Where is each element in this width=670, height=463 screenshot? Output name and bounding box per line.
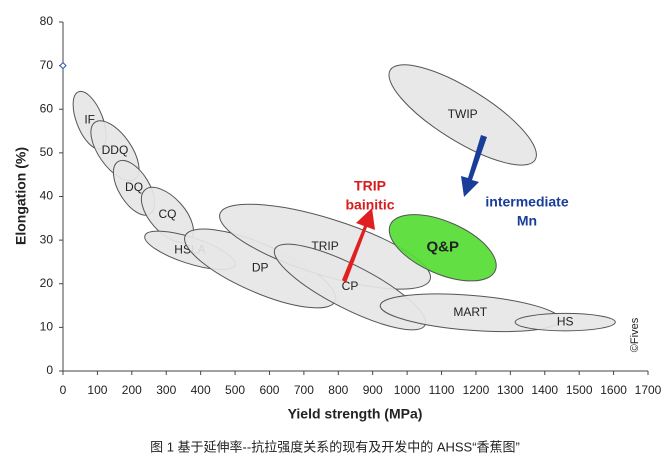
region-label: TRIP <box>311 239 338 253</box>
x-tick-label: 1400 <box>531 383 558 397</box>
x-tick-label: 800 <box>328 383 348 397</box>
x-tick-label: 1200 <box>463 383 490 397</box>
y-tick-label: 50 <box>40 145 54 159</box>
region-label: MART <box>453 305 487 319</box>
x-tick-label: 300 <box>156 383 176 397</box>
region-label: CQ <box>158 207 176 221</box>
y-tick-label: 0 <box>46 363 53 377</box>
region-label: DDQ <box>102 143 129 157</box>
x-tick-label: 1300 <box>497 383 524 397</box>
y-tick-label: 30 <box>40 232 54 246</box>
x-tick-label: 0 <box>60 383 67 397</box>
x-tick-label: 900 <box>363 383 383 397</box>
x-tick-label: 500 <box>225 383 245 397</box>
region-label: HS <box>557 314 574 328</box>
x-tick-label: 1100 <box>429 383 455 397</box>
x-axis-title: Yield strength (MPa) <box>288 406 423 422</box>
x-tick-label: 1700 <box>635 383 662 397</box>
region-label: DQ <box>125 180 143 194</box>
x-tick-label: 200 <box>122 383 142 397</box>
region-label: DP <box>252 261 269 275</box>
point <box>59 61 67 70</box>
caption: 图 1 基于延伸率--抗拉强度关系的现有及开发中的 AHSS“香蕉图” <box>150 439 520 454</box>
regions: IFDDQDQCQHSLADPTRIPCPMARTHSTWIPQ&P <box>72 64 616 333</box>
region-label: Q&P <box>426 239 459 256</box>
arrow-mn <box>461 135 487 197</box>
annotation: bainitic <box>345 197 394 213</box>
annotation: intermediate <box>485 194 568 210</box>
region <box>514 312 616 332</box>
x-tick-label: 100 <box>87 383 107 397</box>
region <box>388 214 497 282</box>
x-tick-label: 600 <box>259 383 279 397</box>
y-tick-label: 60 <box>40 101 54 115</box>
y-tick-label: 40 <box>40 189 54 203</box>
region-label: TWIP <box>448 107 478 121</box>
y-axis-title: Elongation (%) <box>13 147 29 245</box>
annotation: TRIP <box>354 178 386 194</box>
arrow-trip <box>342 208 375 283</box>
copyright: ©Fives <box>629 317 641 352</box>
x-tick-label: 1600 <box>600 383 627 397</box>
x-tick-label: 400 <box>191 383 211 397</box>
y-tick-label: 70 <box>40 58 54 72</box>
x-tick-label: 1500 <box>566 383 593 397</box>
x-tick-label: 1000 <box>394 383 421 397</box>
y-tick-label: 20 <box>40 276 54 290</box>
y-tick-label: 10 <box>40 320 54 334</box>
region-label: IF <box>84 112 95 126</box>
region <box>388 64 537 166</box>
y-tick-label: 80 <box>40 14 54 28</box>
x-tick-label: 700 <box>294 383 314 397</box>
annotation: Mn <box>517 213 537 229</box>
